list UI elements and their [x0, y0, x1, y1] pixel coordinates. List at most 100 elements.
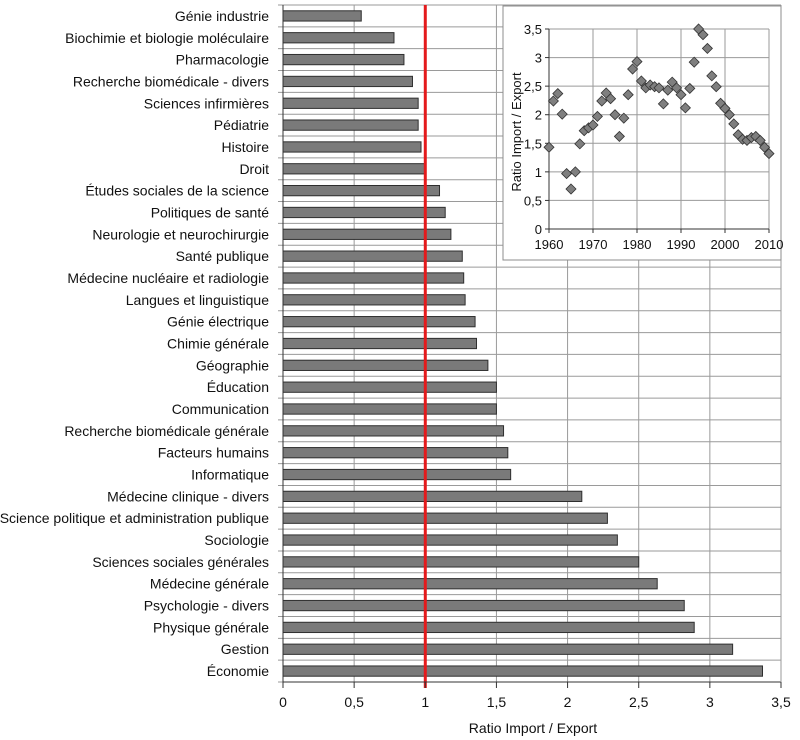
bar: [282, 490, 583, 503]
scatter-point: [556, 108, 568, 120]
scatter-point: [697, 29, 709, 41]
inset-x-tick-labels: 1960 1970 1980 1990 2000 2010: [535, 237, 784, 252]
scatter-point: [613, 130, 625, 142]
inset-axes: [545, 28, 770, 233]
bar: [282, 316, 476, 328]
bar: [282, 381, 497, 393]
category-label: Sciences sociales générales: [92, 554, 269, 570]
category-label: Économie: [207, 663, 269, 679]
scatter-point: [728, 118, 740, 130]
scatter-point: [547, 95, 559, 107]
bar: [282, 599, 685, 612]
category-label: Physique générale: [153, 619, 269, 635]
category-label: Sociologie: [204, 532, 269, 548]
category-labels: Génie industrie Biochimie et biologie mol…: [0, 8, 269, 679]
category-label: Pharmacologie: [176, 52, 270, 68]
inset-y-tick-label: 1: [535, 165, 542, 180]
category-label: Communication: [172, 401, 269, 417]
scatter-point: [719, 102, 731, 114]
inset-y-tick-label: 0: [535, 222, 542, 237]
inset-y-tick-label: 1,5: [524, 136, 542, 151]
scatter-point: [574, 138, 586, 150]
bar: [282, 665, 764, 677]
scatter-point: [701, 42, 713, 54]
category-label: Pédiatrie: [214, 117, 269, 133]
category-label: Santé publique: [176, 248, 270, 264]
scatter-point: [605, 93, 617, 105]
bar: [282, 447, 509, 459]
category-label: Neurologie et neurochirurgie: [92, 226, 269, 242]
scatter-point: [565, 183, 577, 195]
scatter-point: [618, 112, 630, 124]
inset-y-tick-labels: 0 0,5 1 1,5 2 2,5 3 3,5: [524, 22, 542, 237]
bar: [282, 272, 465, 284]
bar: [282, 425, 505, 437]
inset-x-tick-label: 1980: [623, 237, 652, 252]
scatter-point: [552, 88, 564, 100]
bar: [282, 337, 478, 350]
bar: [282, 578, 658, 590]
inset-y-tick-label: 2: [535, 108, 542, 123]
scatter-point: [684, 82, 696, 94]
inset-x-tick-label: 1960: [535, 237, 564, 252]
inset-x-tick-label: 1970: [579, 237, 608, 252]
scatter-point: [671, 82, 683, 94]
bar: [282, 163, 426, 175]
inset-scatter-plot: 0 0,5 1 1,5 2 2,5 3 3,5 1960 1970 1980 1990 2000 201…: [502, 5, 784, 261]
bar: [282, 468, 512, 481]
x-tick-label: 1: [421, 694, 429, 710]
category-label: Politiques de santé: [151, 204, 270, 220]
scatter-point: [543, 141, 555, 153]
scatter-point: [622, 89, 634, 101]
category-label: Génie industrie: [175, 8, 269, 24]
category-label: Droit: [239, 161, 269, 177]
x-tick-label: 3: [706, 694, 714, 710]
bar: [282, 294, 466, 306]
bar: [282, 643, 734, 655]
category-label: Sciences infirmières: [144, 95, 269, 111]
inset-x-tick-label: 1990: [667, 237, 696, 252]
inset-x-tick-label: 2000: [711, 237, 740, 252]
inset-scatter-points: [543, 23, 775, 195]
scatter-point: [635, 75, 647, 87]
scatter-point: [596, 95, 608, 107]
bar: [282, 621, 695, 634]
inset-y-tick-label: 3,5: [524, 22, 542, 37]
bar: [282, 403, 497, 415]
category-label: Médecine nucléaire et radiologie: [67, 270, 269, 286]
inset-y-tick-label: 3: [535, 51, 542, 66]
bar: [282, 97, 419, 109]
scatter-point: [591, 110, 603, 122]
category-label: Gestion: [221, 641, 269, 657]
scatter-point: [609, 109, 621, 121]
bar: [282, 359, 489, 371]
category-label: Informatique: [191, 467, 269, 483]
scatter-point: [763, 148, 775, 160]
bar: [282, 119, 419, 131]
bar: [282, 53, 405, 66]
x-tick-label: 2: [564, 694, 572, 710]
scatter-point: [679, 102, 691, 114]
scatter-point: [569, 166, 581, 178]
inset-y-axis-title: Ratio Import / Export: [509, 72, 524, 192]
inset-x-tick-label: 2010: [755, 237, 784, 252]
scatter-point: [631, 56, 643, 68]
category-label: Médecine générale: [150, 576, 269, 592]
x-tick-label: 3,5: [771, 694, 791, 710]
bar: [282, 512, 608, 524]
category-label: Recherche biomédicale - divers: [73, 73, 269, 89]
category-label: Psychologie - divers: [144, 598, 269, 614]
x-tick-label: 0,5: [344, 694, 364, 710]
x-axis-title: Ratio Import / Export: [469, 720, 597, 736]
inset-y-tick-label: 2,5: [524, 79, 542, 94]
scatter-point: [754, 134, 766, 146]
bar: [282, 32, 395, 44]
scatter-point: [706, 70, 718, 82]
scatter-point: [662, 84, 674, 96]
category-label: Éducation: [207, 379, 269, 395]
category-label: Langues et linguistique: [126, 292, 269, 308]
scatter-point: [587, 119, 599, 131]
bar: [282, 184, 441, 197]
